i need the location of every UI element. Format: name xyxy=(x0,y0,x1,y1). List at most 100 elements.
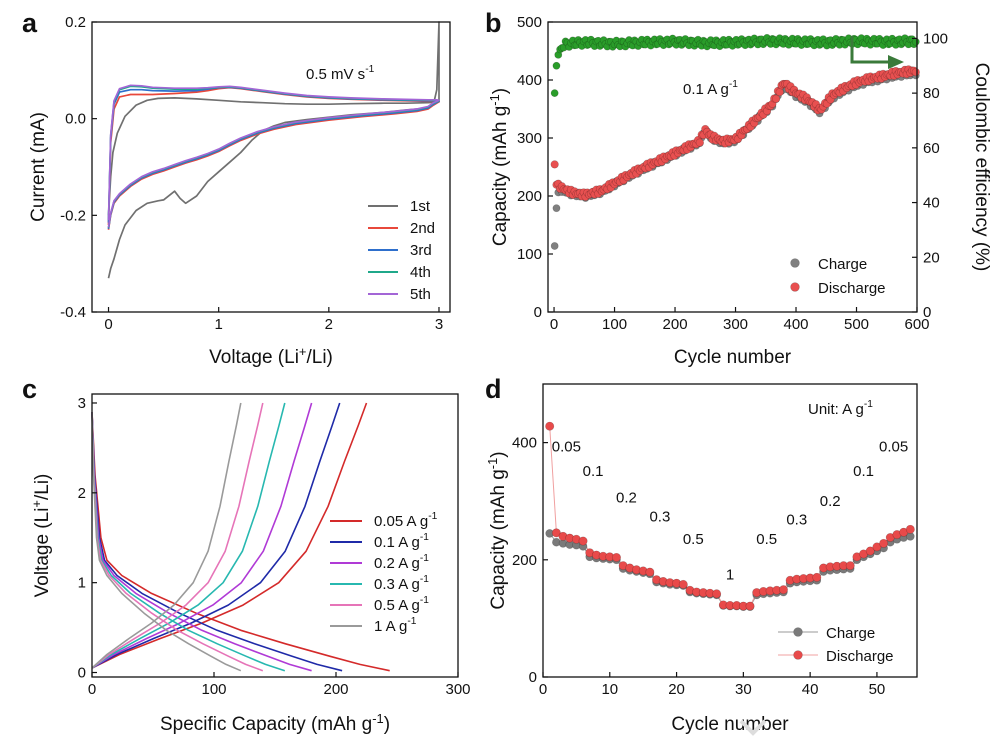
y-tick-label: 3 xyxy=(78,395,86,412)
y-tick-label: 300 xyxy=(517,130,542,147)
cv-curve-5th xyxy=(107,84,440,228)
legend-label: 2nd xyxy=(410,220,435,237)
y2-tick-label: 60 xyxy=(923,140,940,157)
x-tick-label: 500 xyxy=(844,316,869,333)
legend-label: 1st xyxy=(410,198,431,215)
watermark-arrow-icon xyxy=(739,719,767,736)
x-tick-label: 300 xyxy=(445,681,470,698)
x-tick-label: 200 xyxy=(323,681,348,698)
x-tick-label: 600 xyxy=(904,316,929,333)
rate-label: 0.1 xyxy=(853,463,874,480)
discharge-point xyxy=(845,561,855,571)
x-tick-label: 0 xyxy=(104,316,112,333)
discharge-point xyxy=(578,536,588,546)
discharge-curve-0.2 xyxy=(91,411,312,672)
discharge-point xyxy=(611,552,621,562)
rate-label: 0.3 xyxy=(649,509,670,526)
x-axis-label: Specific Capacity (mAh g-1) xyxy=(160,711,390,735)
charge-curve-0.2 xyxy=(91,402,313,669)
discharge-point xyxy=(812,572,822,582)
y-axis-label: Current (mA) xyxy=(28,112,49,222)
rate-label: 1 xyxy=(726,567,734,584)
x-tick-label: 100 xyxy=(602,316,627,333)
x-tick-label: 200 xyxy=(663,316,688,333)
charge-curve-1 xyxy=(91,402,242,669)
legend-label: 0.1 A g-1 xyxy=(374,532,429,551)
discharge-point xyxy=(771,94,781,103)
discharge-point xyxy=(865,546,875,556)
legend-label: 0.2 A g-1 xyxy=(374,553,429,572)
rate-label: 0.5 xyxy=(683,531,704,548)
x-tick-label: 30 xyxy=(735,681,752,698)
y-tick-label: 0.2 xyxy=(65,14,86,31)
x-tick-label: 40 xyxy=(802,681,819,698)
cv-curve-1st xyxy=(107,21,440,279)
plot-frame xyxy=(91,21,451,313)
cv-curve-3rd xyxy=(107,86,440,230)
y-tick-label: 200 xyxy=(517,188,542,205)
y-tick-label: 2 xyxy=(78,485,86,502)
discharge-curve-0.1 xyxy=(91,411,343,672)
panel-label-a: a xyxy=(22,8,38,38)
charge-curve-0.05 xyxy=(91,402,368,669)
discharge-curve-1 xyxy=(91,411,242,672)
panel-a: a 0 1 2 3 -0.4 -0.2 0.0 0.2 0.5 mV s-1 Voltage (Li… xyxy=(22,8,451,368)
rate-annotation: 0.1 A g-1 xyxy=(683,79,738,98)
y-tick-label: 200 xyxy=(512,552,537,569)
plot-frame xyxy=(542,383,918,678)
x-axis-label: Cycle number xyxy=(671,714,789,735)
discharge-curve-0.05 xyxy=(91,411,390,672)
x-axis-label: Voltage (Li+/Li) xyxy=(209,344,333,368)
legend-label: 0.3 A g-1 xyxy=(374,574,429,593)
panel-label-d: d xyxy=(485,374,502,404)
x-tick-label: 20 xyxy=(668,681,685,698)
discharge-curve-0.3 xyxy=(91,411,286,672)
ce-point xyxy=(911,37,920,46)
discharge-point xyxy=(645,567,655,577)
y2-tick-label: 80 xyxy=(923,85,940,102)
legend-marker xyxy=(790,258,800,268)
plot-frame xyxy=(91,393,459,678)
y-tick-label: -0.4 xyxy=(60,304,86,321)
y-axis-label: Voltage (Li+/Li) xyxy=(29,474,53,598)
charge-point xyxy=(552,204,561,213)
discharge-point xyxy=(905,524,915,534)
y-tick-label: 1 xyxy=(78,575,86,592)
plot-frame xyxy=(547,21,918,313)
x-tick-label: 50 xyxy=(869,681,886,698)
legend-marker xyxy=(793,650,803,660)
legend-label: Discharge xyxy=(826,648,894,665)
legend-label: Discharge xyxy=(818,280,886,297)
y-tick-label: 0 xyxy=(534,304,542,321)
discharge-point xyxy=(550,160,559,169)
legend-label: 0.05 A g-1 xyxy=(374,511,438,530)
x-tick-label: 1 xyxy=(215,316,223,333)
rate-label: 0.1 xyxy=(583,463,604,480)
y-tick-label: 400 xyxy=(517,72,542,89)
legend-marker xyxy=(790,282,800,292)
panel-label-b: b xyxy=(485,8,502,38)
discharge-point xyxy=(678,579,688,589)
legend-label: 0.5 A g-1 xyxy=(374,595,429,614)
x-tick-label: 100 xyxy=(201,681,226,698)
scan-rate-annotation: 0.5 mV s-1 xyxy=(306,64,375,83)
x-tick-label: 10 xyxy=(601,681,618,698)
x-tick-label: 300 xyxy=(723,316,748,333)
y-tick-label: 500 xyxy=(517,14,542,31)
y-tick-label: 0.0 xyxy=(65,111,86,128)
y-tick-label: 400 xyxy=(512,435,537,452)
legend-label: 1 A g-1 xyxy=(374,616,417,635)
y2-tick-label: 40 xyxy=(923,195,940,212)
x-tick-label: 0 xyxy=(88,681,96,698)
legend-label: Charge xyxy=(818,256,867,273)
y2-axis-label: Coulombic efficiency (%) xyxy=(971,63,992,272)
y2-tick-label: 0 xyxy=(923,304,931,321)
panel-c: c 0 100 200 300 0 1 2 3 Specific Capacity (mAh g-… xyxy=(22,374,471,735)
cv-curve-2nd xyxy=(107,86,440,230)
discharge-point xyxy=(778,585,788,595)
discharge-point xyxy=(551,528,561,538)
legend-marker xyxy=(793,627,803,637)
y-axis-label: Capacity (mAh g-1) xyxy=(485,451,509,609)
legend-label: Charge xyxy=(826,625,875,642)
